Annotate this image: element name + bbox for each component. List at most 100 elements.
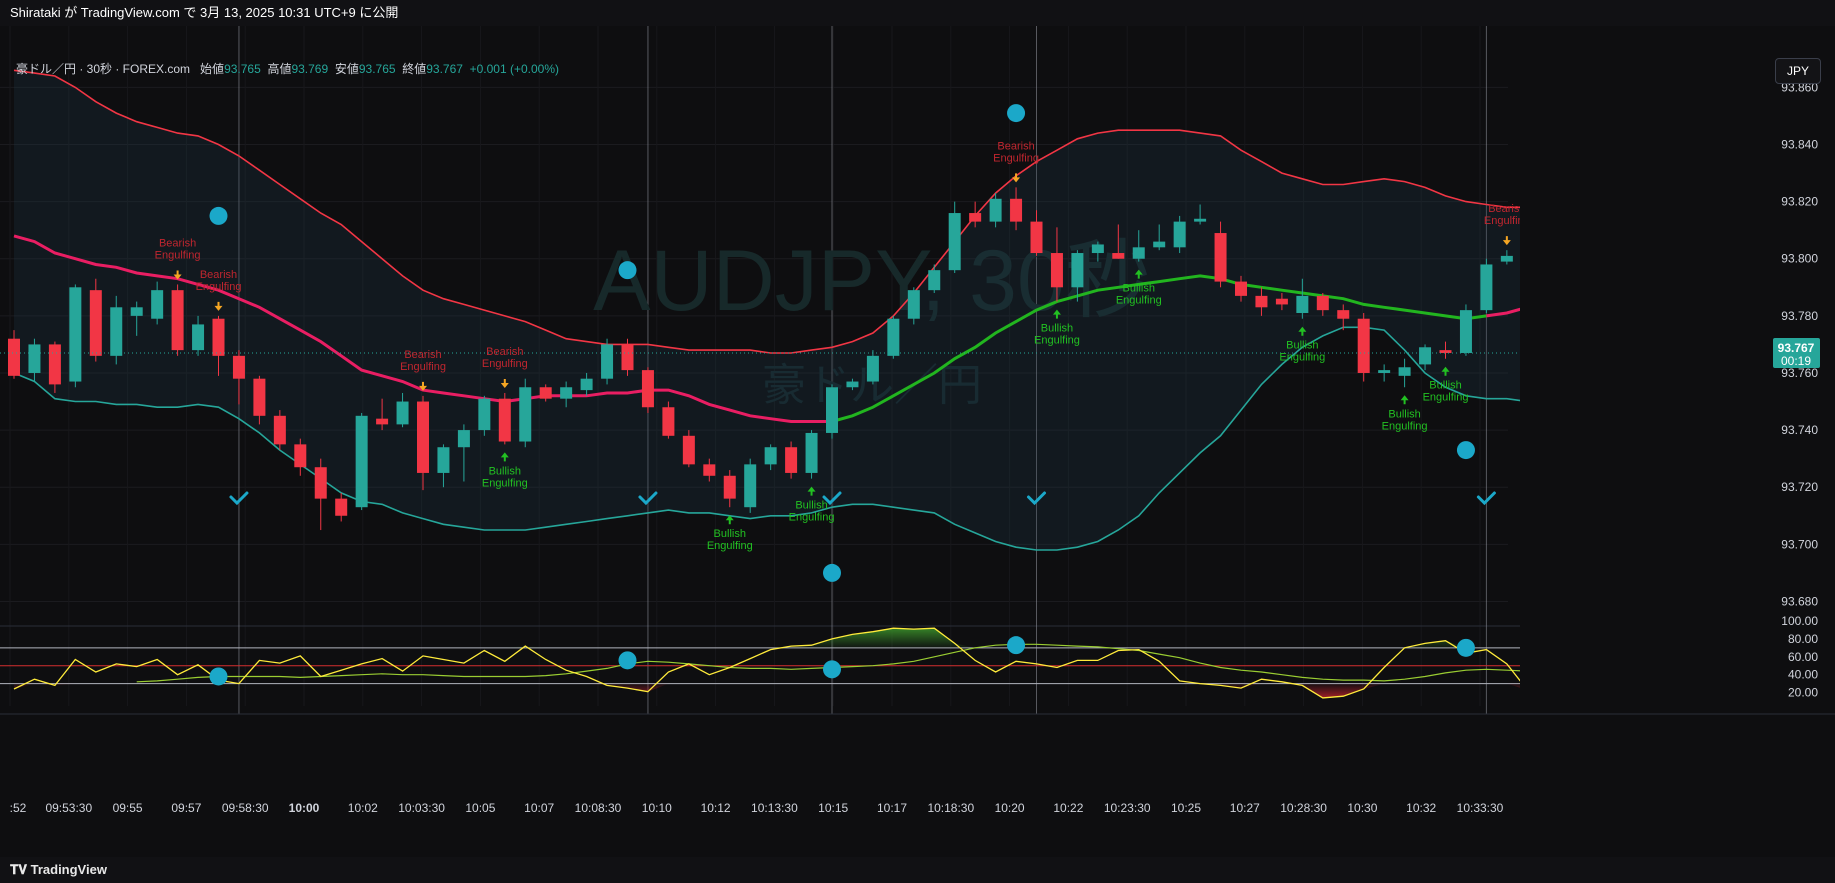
candle-body <box>744 464 757 508</box>
candle-body <box>151 290 164 319</box>
bullish-engulfing-label: Engulfing <box>482 477 528 489</box>
rsi-signal-dot <box>1007 636 1026 655</box>
bullish-engulfing-label: Engulfing <box>1116 295 1162 307</box>
candle-body <box>1296 295 1309 314</box>
bearish-arrow-icon <box>1012 173 1021 183</box>
candle-body <box>314 467 327 499</box>
chart-svg[interactable]: AUDJPY, 30秒 豪ドル／円 BullishEngulfingBullis… <box>0 26 1835 857</box>
rsi-signal-dot <box>618 651 637 670</box>
candle-body <box>1439 350 1452 353</box>
bearish-engulfing-label: Bearish <box>404 349 441 361</box>
candle-body <box>1030 221 1043 254</box>
candle-body <box>826 387 838 433</box>
candle-body <box>1091 244 1104 254</box>
legend-close-label: 終値 <box>402 62 427 76</box>
time-tick-label: 10:27 <box>1230 801 1260 815</box>
candle-body <box>928 270 941 291</box>
bearish-engulfing-label: Engulfing <box>993 152 1039 164</box>
candle-body <box>1316 295 1329 311</box>
candle-body <box>1419 347 1432 365</box>
candle-body <box>1275 298 1288 305</box>
candle-body <box>887 318 900 356</box>
bullish-arrow-icon <box>1052 309 1061 319</box>
check-icon <box>229 491 249 506</box>
candle-body <box>1459 310 1472 353</box>
bullish-arrow-icon <box>725 515 734 525</box>
price-tick-label: 93.720 <box>1781 480 1818 494</box>
footer-bar: 𝐓𝐕 TradingView <box>0 857 1835 883</box>
legend-low-value: 93.765 <box>358 62 396 76</box>
candle-body <box>69 287 82 382</box>
legend-low-label: 安値 <box>334 62 359 76</box>
candle-body <box>192 324 205 351</box>
candle-body <box>171 290 184 351</box>
candle-body <box>232 355 245 379</box>
time-tick-label: 10:28:30 <box>1280 801 1327 815</box>
check-icon <box>638 491 658 506</box>
time-tick-label: 10:08:30 <box>575 801 622 815</box>
candle-body <box>989 198 1002 222</box>
candle-body <box>1398 367 1411 376</box>
candle-body <box>130 307 143 316</box>
bullish-arrow-icon <box>1298 326 1307 336</box>
candle-body <box>805 432 818 473</box>
bullish-engulfing-label: Engulfing <box>1034 335 1080 347</box>
bullish-engulfing-label: Bullish <box>1429 380 1461 392</box>
candle-body <box>1214 233 1227 282</box>
candle-body <box>1112 253 1125 259</box>
ohlc-legend: 豪ドル／円 · 30秒 · FOREX.com 始値93.765 高値93.76… <box>16 60 559 77</box>
time-tick-label: 10:05 <box>465 801 495 815</box>
last-price-badge <box>1773 337 1820 368</box>
candle-body <box>28 344 41 373</box>
price-axis-bg <box>1520 26 1835 857</box>
candle-body <box>1500 255 1513 262</box>
candle-body <box>662 407 675 436</box>
candle-body <box>1071 253 1084 288</box>
time-tick-label: 10:15 <box>818 801 848 815</box>
candle-body <box>682 435 695 465</box>
candle-body <box>273 415 286 445</box>
candle-body <box>89 290 102 356</box>
candle-body <box>376 418 389 425</box>
bullish-engulfing-label: Bullish <box>1041 323 1073 335</box>
bullish-engulfing-label: Engulfing <box>707 540 753 552</box>
candle-body <box>110 307 123 356</box>
bullish-engulfing-label: Bullish <box>1388 408 1420 420</box>
rsi-signal-dot <box>823 660 841 679</box>
check-icon <box>1027 491 1046 506</box>
check-icon <box>822 491 842 506</box>
candle-body <box>294 444 307 468</box>
bearish-engulfing-label: Bearish <box>200 269 237 281</box>
time-tick-label: 10:02 <box>348 801 378 815</box>
candle-body <box>437 447 450 473</box>
candle-body <box>969 213 982 222</box>
chart-area[interactable]: AUDJPY, 30秒 豪ドル／円 Bullish Engulfing Bullis… <box>0 26 1835 857</box>
price-tick-label: 93.820 <box>1781 195 1818 209</box>
signal-dot <box>209 206 228 225</box>
currency-button[interactable]: JPY <box>1775 58 1821 84</box>
bullish-engulfing-label: Bullish <box>1123 283 1155 295</box>
price-tick-label: 93.700 <box>1781 537 1818 551</box>
candle-body <box>764 447 777 465</box>
candle-body <box>641 370 654 408</box>
candle-body <box>478 398 491 431</box>
price-tick-label: 93.680 <box>1781 594 1818 608</box>
bearish-engulfing-label: Engulfing <box>400 361 446 373</box>
candle-body <box>1480 264 1493 311</box>
candle-body <box>1337 310 1350 319</box>
bullish-engulfing-label: Bullish <box>1286 340 1318 352</box>
candle-body <box>417 401 429 473</box>
bearish-engulfing-label: Bearish <box>159 237 196 249</box>
bearish-engulfing-label: Engulfing <box>155 249 201 261</box>
bearish-arrow-icon <box>500 378 509 388</box>
tradingview-logo[interactable]: 𝐓𝐕 TradingView <box>10 857 107 883</box>
rsi-line <box>13 627 1569 699</box>
candle-body <box>1173 221 1186 248</box>
legend-open-label: 始値 <box>200 62 225 76</box>
bullish-engulfing-label: Engulfing <box>1382 420 1428 432</box>
legend-open-value: 93.765 <box>224 62 261 76</box>
bullish-arrow-icon <box>500 452 509 462</box>
candle-body <box>212 318 225 356</box>
candle-body <box>457 430 470 448</box>
footer-brand: TradingView <box>30 862 107 877</box>
